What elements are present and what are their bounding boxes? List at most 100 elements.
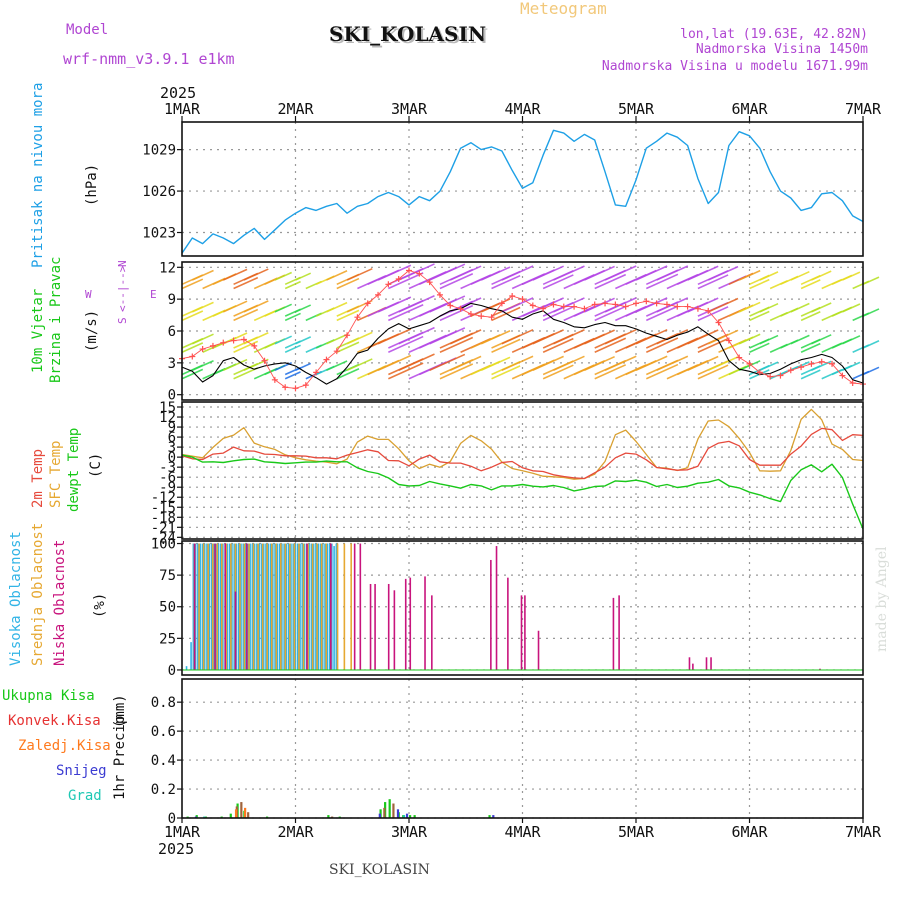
wind-barb <box>604 297 637 313</box>
wind-barb <box>862 366 880 376</box>
wind-barb <box>800 279 821 290</box>
wind-barb <box>842 303 861 313</box>
wind-barb <box>336 368 360 380</box>
low-cloud-axis-label: Niska Oblacnost <box>52 540 68 666</box>
legend-freezing-rain: Zaledj.Kisa <box>18 738 111 754</box>
wind-barb <box>687 329 719 345</box>
wind-barb <box>274 303 292 313</box>
y-tick-label: -6 <box>159 470 176 486</box>
hail-bar <box>402 815 406 818</box>
wind-barb <box>222 268 248 281</box>
wind-barb <box>336 341 360 353</box>
wind-barb <box>284 344 301 353</box>
wind-barb <box>645 337 679 353</box>
gust-marker <box>199 346 206 353</box>
y-tick-label: -24 <box>151 530 176 546</box>
wind-barb <box>707 265 739 281</box>
wind-barb <box>594 305 627 322</box>
wind-barb <box>243 268 269 281</box>
y-tick-label: 1029 <box>142 143 176 159</box>
y-tick-label: -3 <box>159 460 176 476</box>
compass-rose: N <--|--> S <box>116 260 129 324</box>
model-label: Model <box>66 22 108 38</box>
wind-barb <box>377 296 412 313</box>
y-tick-label: -9 <box>159 480 176 496</box>
gust-marker <box>560 303 567 310</box>
wind-barb <box>191 301 214 313</box>
gust-marker <box>684 303 691 310</box>
wind-barb <box>377 264 412 281</box>
total_rain-bar <box>327 815 330 818</box>
x-tick-label-top: 5MAR <box>618 100 655 118</box>
y-tick-label: 100 <box>151 537 176 553</box>
wind-barb <box>800 369 821 380</box>
x-tick-label-bottom: 1MAR <box>164 823 201 841</box>
wind-barb <box>295 272 312 281</box>
wind-barb <box>687 265 719 281</box>
gust-marker <box>715 319 722 326</box>
wind-barb <box>656 297 689 313</box>
wind-barb <box>532 329 564 345</box>
wind-barb <box>842 361 861 372</box>
wind-barb <box>398 295 435 313</box>
wind-barb <box>759 302 779 313</box>
wind-barb <box>295 362 312 372</box>
wind-barb <box>687 355 719 372</box>
wind-barb <box>790 270 810 281</box>
gust-marker <box>251 342 258 349</box>
wind-barb <box>542 364 574 380</box>
gust-marker <box>447 302 454 309</box>
x-tick-label-top: 7MAR <box>845 100 882 118</box>
pressure-axis-label: Pritisak na nivou mora <box>30 83 46 268</box>
gust-marker <box>375 291 382 298</box>
pressure-line <box>181 129 864 254</box>
gust-marker <box>591 301 598 308</box>
compass-arrows: <--|--> <box>116 265 129 312</box>
gust-marker <box>612 301 619 308</box>
bottom-year-label: 2025 <box>158 840 194 858</box>
gust-marker <box>519 296 526 303</box>
wind-barb <box>800 342 821 353</box>
temp2m-axis-label: 2m Temp <box>30 449 46 508</box>
chart-title: SKI_KOLASIN <box>329 22 486 46</box>
panel-frame <box>181 261 864 401</box>
wind-barb <box>553 329 585 345</box>
wind-barb <box>181 278 204 290</box>
conv_rain-bar <box>240 802 243 818</box>
wind-barb <box>295 304 312 313</box>
gust-marker <box>385 281 392 288</box>
wind-barb <box>790 334 810 345</box>
wind-barb <box>480 330 511 345</box>
wind-axis-label-1: 10m Vjetar <box>30 289 46 373</box>
wind-barb <box>346 331 373 345</box>
precip-bars <box>186 799 495 818</box>
wind-barb <box>388 362 424 380</box>
gust-marker <box>220 339 227 346</box>
cloud-unit-label: (%) <box>92 593 108 618</box>
gust-marker <box>550 301 557 308</box>
gust-marker <box>282 384 289 391</box>
wind-barb <box>377 328 412 345</box>
legend-hail: Grad <box>68 788 102 804</box>
gust-marker <box>529 302 536 309</box>
wind-barb <box>584 297 615 313</box>
legend-total-rain: Ukupna Kisa <box>2 688 95 704</box>
wind-barb <box>233 308 259 322</box>
wind-barb <box>811 270 832 281</box>
gust-marker <box>478 313 485 320</box>
x-tick-label-bottom: 6MAR <box>731 823 768 841</box>
wind-barb <box>284 280 301 290</box>
wind-barb <box>553 297 585 313</box>
wind-barb <box>584 265 615 281</box>
wind-barb <box>233 367 259 380</box>
wind-barb <box>449 355 482 372</box>
wind-barb <box>707 297 739 313</box>
wind-barb <box>388 272 424 290</box>
gust-marker <box>364 300 371 307</box>
wind-barb <box>284 312 301 322</box>
gust-marker <box>767 373 774 380</box>
wind-barb <box>532 355 564 372</box>
wind-barb <box>645 273 679 290</box>
wind-barb <box>501 328 534 345</box>
